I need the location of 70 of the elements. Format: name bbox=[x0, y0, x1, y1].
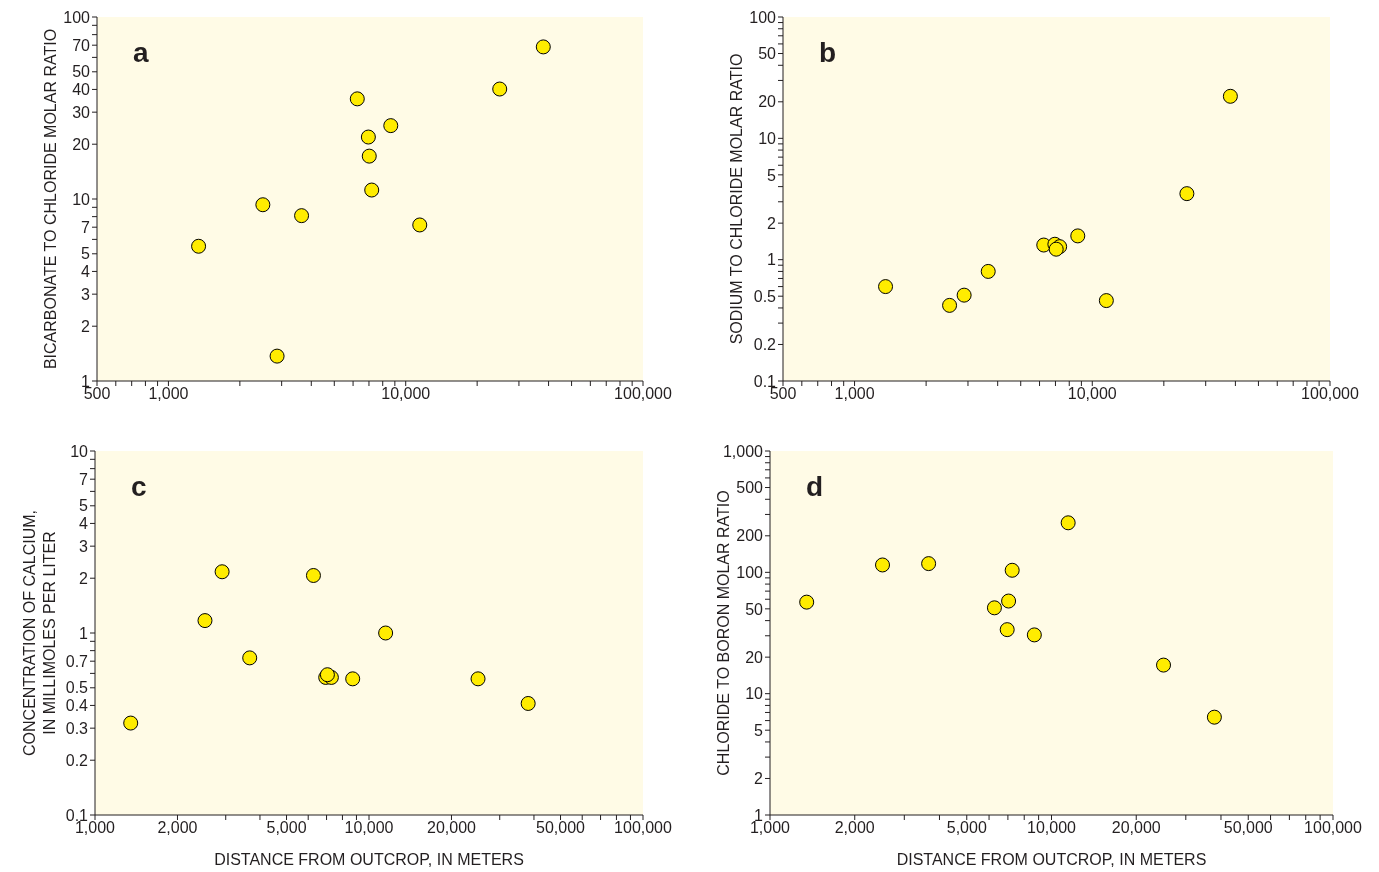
y-tick-label: 50 bbox=[745, 600, 764, 618]
x-tick-label: 1,000 bbox=[834, 385, 875, 403]
y-tick-label: 1 bbox=[767, 251, 777, 269]
y-tick-label: 1 bbox=[79, 624, 89, 642]
x-tick-label: 5,000 bbox=[266, 819, 307, 837]
y-tick-label: 5 bbox=[754, 721, 764, 739]
y-tick-label: 50 bbox=[758, 45, 777, 63]
text: d bbox=[806, 471, 824, 502]
y-tick-label: 7 bbox=[79, 470, 89, 488]
y-tick-label: 2 bbox=[767, 214, 777, 232]
y-tick-label: 7 bbox=[81, 218, 91, 236]
y-tick-label: 5 bbox=[767, 166, 777, 184]
x-tick-label: 100,000 bbox=[614, 385, 673, 403]
y-tick-label: 5 bbox=[79, 497, 89, 515]
y-tick-label: 100 bbox=[63, 8, 91, 26]
y-tick-label: 0.2 bbox=[65, 751, 89, 769]
x-tick-label: 10,000 bbox=[1067, 385, 1117, 403]
y-tick-label: 0.5 bbox=[753, 287, 777, 305]
x-axis-title: DISTANCE FROM OUTCROP, IN METERS bbox=[896, 851, 1207, 868]
y-tick-label: 500 bbox=[736, 479, 764, 497]
x-tick-label: 100,000 bbox=[614, 819, 673, 837]
y-tick-label: 20 bbox=[745, 648, 764, 666]
x-tick-label: 20,000 bbox=[427, 819, 477, 837]
x-tick-label: 2,000 bbox=[157, 819, 198, 837]
y-tick-label: 40 bbox=[72, 81, 91, 99]
y-tick-label: 4 bbox=[79, 515, 89, 533]
text: a bbox=[133, 37, 149, 68]
y-tick-label: 20 bbox=[758, 93, 777, 111]
x-tick-label: 10,000 bbox=[1027, 819, 1077, 837]
x-tick-label: 100,000 bbox=[1301, 385, 1360, 403]
y-tick-label: 70 bbox=[72, 36, 91, 54]
y-axis-title: CHLORIDE TO BORON MOLAR RATIO bbox=[714, 490, 733, 776]
x-axis-title: DISTANCE FROM OUTCROP, IN METERS bbox=[214, 851, 524, 868]
x-tick-label: 5,000 bbox=[946, 819, 987, 837]
y-tick-label: 100 bbox=[736, 564, 764, 582]
y-tick-label: 4 bbox=[81, 263, 91, 281]
y-tick-label: 5 bbox=[81, 245, 91, 263]
x-tick-label: 10,000 bbox=[381, 385, 431, 403]
y-tick-label: 10 bbox=[758, 130, 777, 148]
y-tick-label: 2 bbox=[79, 569, 89, 587]
y-axis-title: CONCENTRATION OF CALCIUM, IN MILLIMOLES PER LITER bbox=[20, 510, 59, 756]
y-axis-title: SODIUM TO CHLORIDE MOLAR RATIO bbox=[727, 53, 746, 345]
x-tick-label: 10,000 bbox=[344, 819, 394, 837]
y-tick-label: 0.5 bbox=[65, 679, 89, 697]
y-tick-label: 10 bbox=[745, 685, 764, 703]
text: b bbox=[819, 37, 837, 68]
y-tick-label: 10 bbox=[70, 442, 89, 460]
x-tick-label: 50,000 bbox=[536, 819, 586, 837]
y-tick-label: 0.4 bbox=[65, 697, 89, 715]
x-tick-label: 100,000 bbox=[1304, 819, 1363, 837]
x-tick-label: 50,000 bbox=[1223, 819, 1273, 837]
text: c bbox=[131, 471, 147, 502]
y-axis-title: BICARBONATE TO CHLORIDE MOLAR RATIO bbox=[41, 28, 60, 370]
y-tick-label: 2 bbox=[754, 770, 764, 788]
y-tick-label: 50 bbox=[72, 63, 91, 81]
y-tick-label: 3 bbox=[79, 537, 89, 555]
y-tick-label: 20 bbox=[72, 135, 91, 153]
y-tick-label: 0.3 bbox=[65, 719, 89, 737]
x-tick-label: 20,000 bbox=[1111, 819, 1161, 837]
y-tick-label: 0.2 bbox=[753, 336, 777, 354]
y-tick-label: 1,000 bbox=[722, 442, 764, 460]
x-tick-label: 1,000 bbox=[148, 385, 189, 403]
y-tick-label: 200 bbox=[736, 527, 764, 545]
y-tick-label: 10 bbox=[72, 190, 91, 208]
y-tick-label: 2 bbox=[81, 317, 91, 335]
y-tick-label: 100 bbox=[749, 8, 777, 26]
y-tick-label: 30 bbox=[72, 103, 91, 121]
x-tick-label: 2,000 bbox=[834, 819, 875, 837]
y-tick-label: 0.7 bbox=[65, 652, 89, 670]
y-tick-label: 3 bbox=[81, 285, 91, 303]
